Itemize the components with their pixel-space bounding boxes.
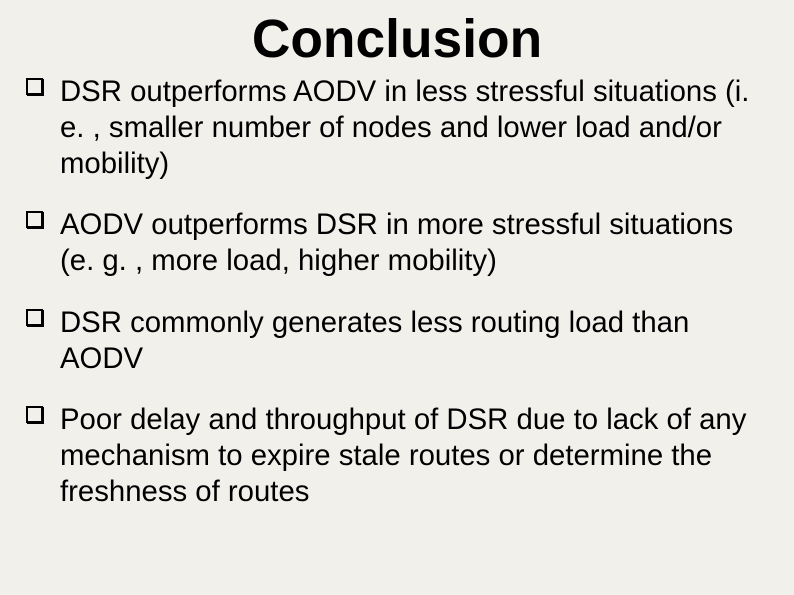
slide-title: Conclusion [24, 12, 770, 68]
bullet-item: DSR commonly generates less routing load… [24, 305, 770, 377]
bullet-text: DSR outperforms AODV in less stressful s… [60, 75, 749, 180]
square-bullet-icon [26, 78, 43, 95]
square-bullet-icon [26, 406, 43, 423]
bullet-item: Poor delay and throughput of DSR due to … [24, 402, 770, 509]
bullet-text: Poor delay and throughput of DSR due to … [60, 403, 746, 508]
slide: Conclusion DSR outperforms AODV in less … [0, 12, 794, 595]
bullet-list: DSR outperforms AODV in less stressful s… [24, 74, 770, 510]
bullet-item: AODV outperforms DSR in more stressful s… [24, 207, 770, 279]
square-bullet-icon [26, 309, 43, 326]
bullet-text: DSR commonly generates less routing load… [60, 306, 689, 375]
bullet-text: AODV outperforms DSR in more stressful s… [60, 208, 733, 277]
bullet-item: DSR outperforms AODV in less stressful s… [24, 74, 770, 181]
square-bullet-icon [26, 211, 43, 228]
